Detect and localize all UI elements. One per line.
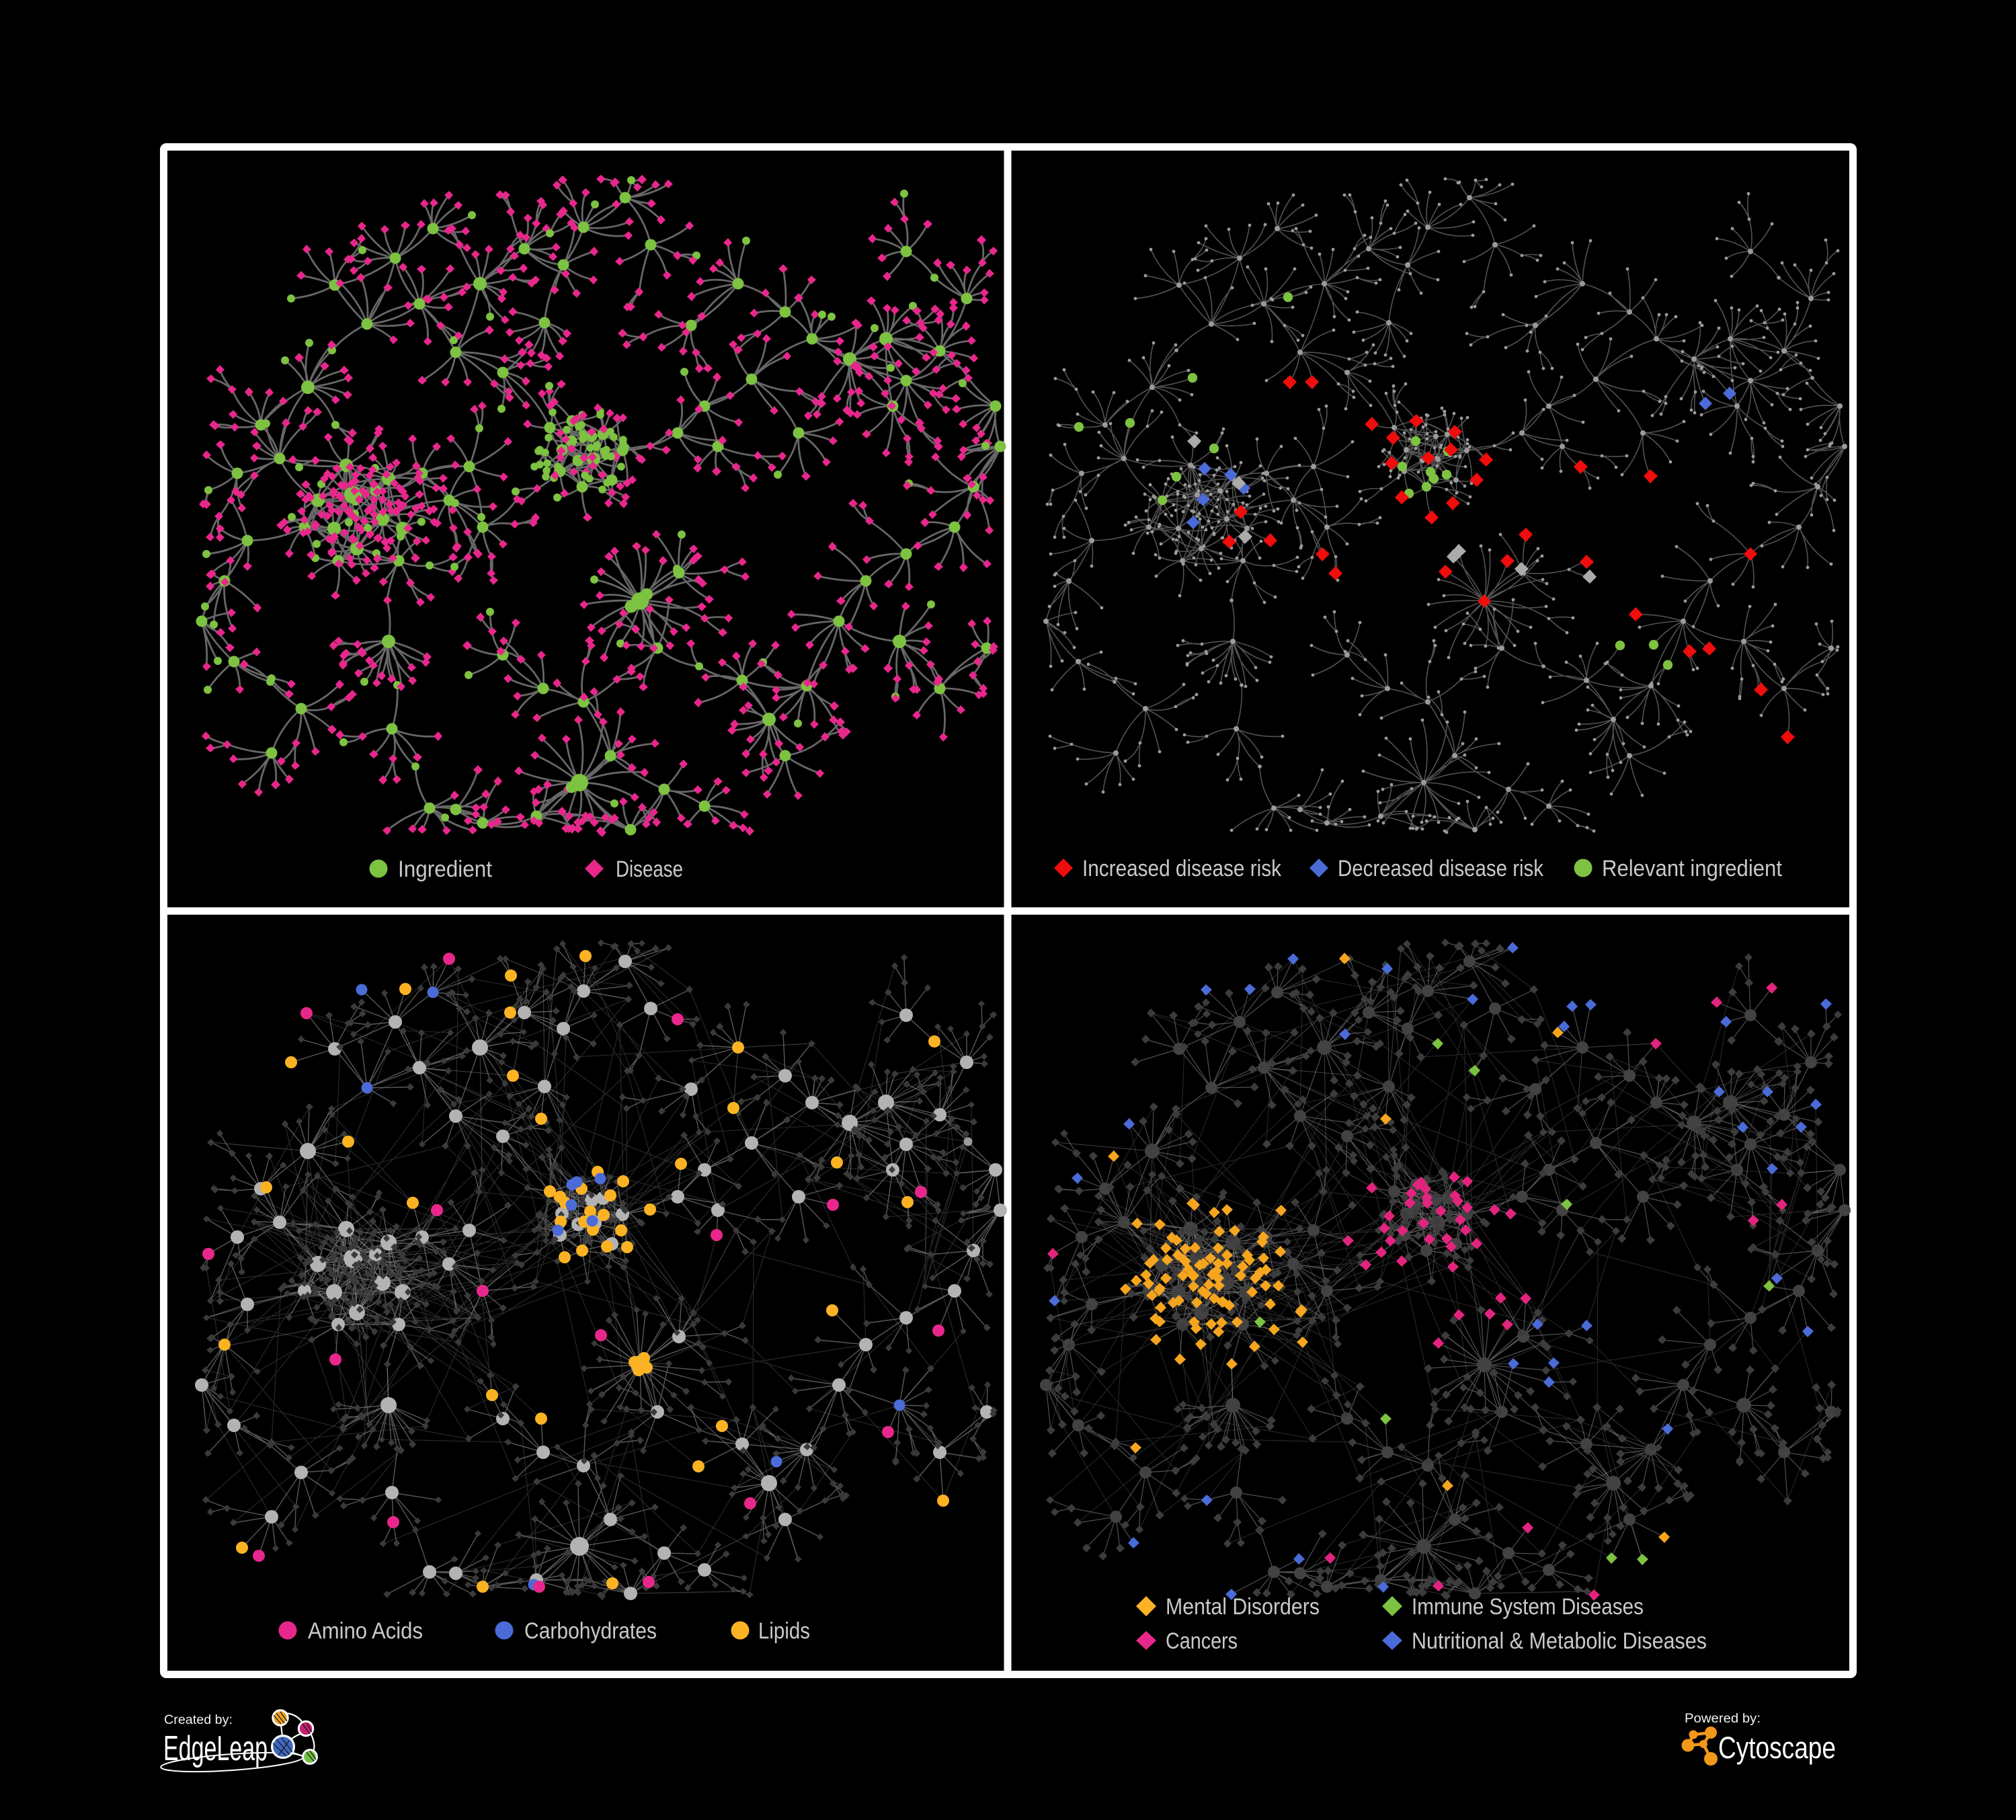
svg-text:Mental Disorders: Mental Disorders bbox=[1166, 1594, 1320, 1620]
svg-text:Disease: Disease bbox=[616, 857, 683, 882]
svg-text:Carbohydrates: Carbohydrates bbox=[524, 1618, 657, 1644]
svg-text:EdgeLeap: EdgeLeap bbox=[163, 1729, 268, 1768]
svg-text:Ingredient: Ingredient bbox=[398, 857, 493, 882]
svg-text:Nutritional & Metabolic Diseas: Nutritional & Metabolic Diseases bbox=[1412, 1628, 1707, 1654]
svg-text:Relevant ingredient: Relevant ingredient bbox=[1602, 856, 1783, 881]
svg-text:Created by:: Created by: bbox=[164, 1713, 233, 1727]
svg-text:Cytoscape: Cytoscape bbox=[1718, 1731, 1836, 1765]
svg-text:Decreased disease risk: Decreased disease risk bbox=[1338, 856, 1544, 881]
svg-text:Increased disease risk: Increased disease risk bbox=[1082, 856, 1282, 881]
svg-text:Powered by:: Powered by: bbox=[1685, 1712, 1761, 1726]
svg-text:Immune System Diseases: Immune System Diseases bbox=[1412, 1594, 1644, 1620]
svg-text:Amino Acids: Amino Acids bbox=[308, 1618, 423, 1644]
svg-text:Cancers: Cancers bbox=[1166, 1628, 1238, 1654]
svg-text:Lipids: Lipids bbox=[758, 1618, 810, 1644]
